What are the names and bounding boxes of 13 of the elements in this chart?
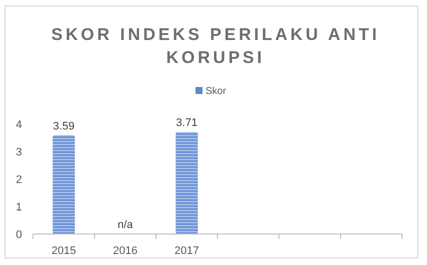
x-tick-label: 2017 <box>174 245 199 257</box>
text: n/a <box>118 219 133 231</box>
y-tick-label: 4 <box>16 119 22 131</box>
chart-title: SKOR INDEKS PERILAKU ANTI KORUPSI <box>51 25 380 67</box>
y-tick-label: 2 <box>16 174 22 186</box>
x-tick-label: 2015 <box>52 245 76 257</box>
data-label: 3.59 <box>53 120 74 132</box>
y-tick-label: 1 <box>16 202 22 214</box>
x-tick-label: 2016 <box>113 245 138 257</box>
data-label: 3.71 <box>176 116 198 129</box>
y-tick-label: 3 <box>16 146 22 158</box>
y-tick-label: 0 <box>16 229 22 241</box>
legend-label: Skor <box>206 86 227 97</box>
